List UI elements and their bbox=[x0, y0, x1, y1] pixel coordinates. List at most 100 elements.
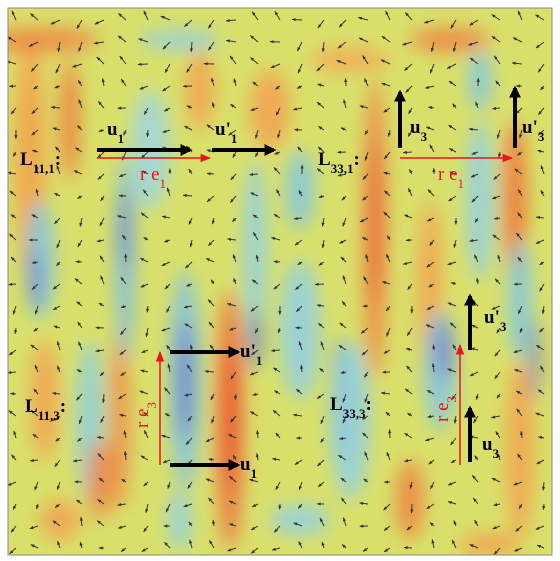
quiver-arrow bbox=[342, 517, 347, 527]
quiver-arrow bbox=[341, 544, 347, 549]
quiver-arrow bbox=[166, 187, 171, 197]
quiver-arrow bbox=[143, 411, 149, 417]
quiver-arrow bbox=[512, 37, 523, 43]
quiver-arrow bbox=[234, 393, 238, 400]
panel-name-base: L bbox=[330, 394, 343, 415]
quiver-arrow bbox=[294, 239, 303, 246]
quiver-arrow bbox=[9, 233, 17, 241]
frame bbox=[7, 7, 553, 556]
quiver-arrow bbox=[491, 477, 501, 483]
separation-label: r e3 bbox=[432, 396, 459, 422]
quiver-arrow bbox=[250, 192, 259, 197]
quiver-arrow bbox=[143, 525, 149, 533]
quiver-arrow bbox=[298, 481, 303, 491]
quiver-arrow bbox=[140, 283, 149, 288]
quiver-arrow bbox=[511, 61, 523, 65]
quiver-arrow bbox=[447, 501, 457, 505]
quiver-arrow bbox=[384, 190, 391, 197]
quiver-arrow bbox=[162, 85, 171, 92]
quiver-arrow bbox=[74, 278, 83, 285]
quiver-arrow bbox=[520, 430, 524, 439]
quiver-arrow bbox=[118, 173, 127, 178]
panel-name-base: L bbox=[318, 149, 331, 170]
quiver-arrow bbox=[163, 107, 171, 112]
quiver-arrow bbox=[471, 195, 479, 203]
quiver-arrow bbox=[319, 517, 325, 527]
quiver-arrow bbox=[229, 327, 237, 331]
quiver-arrow bbox=[517, 256, 523, 263]
quiver-arrow bbox=[118, 13, 127, 21]
quiver-arrow bbox=[408, 107, 413, 115]
quiver-arrow bbox=[339, 239, 347, 244]
quiver-arrow bbox=[425, 324, 435, 329]
quiver-arrow bbox=[495, 431, 501, 439]
quiver-arrow bbox=[383, 503, 391, 511]
color-blob bbox=[29, 250, 41, 310]
colormap bbox=[8, 28, 540, 555]
quiver-arrow bbox=[50, 19, 61, 25]
quiver-arrow bbox=[519, 327, 523, 334]
quiver-arrow bbox=[226, 303, 237, 307]
quiver-arrow bbox=[271, 547, 281, 551]
quiver-arrow bbox=[12, 151, 17, 157]
quiver-arrow bbox=[141, 547, 149, 553]
quiver-arrow bbox=[117, 503, 127, 507]
vector-label-base: u bbox=[482, 434, 493, 455]
separation-label-base: r e bbox=[140, 164, 160, 185]
quiver-arrow bbox=[491, 14, 501, 21]
quiver-arrow bbox=[31, 129, 39, 136]
quiver-arrow bbox=[77, 195, 83, 199]
color-blob bbox=[243, 160, 267, 340]
color-blob bbox=[60, 60, 80, 180]
quiver-arrow bbox=[295, 283, 303, 291]
quiver-arrow bbox=[187, 481, 193, 489]
quiver-arrow bbox=[450, 19, 457, 29]
quiver-arrow bbox=[32, 433, 39, 439]
quiver-arrow bbox=[14, 327, 18, 335]
quiver-arrow bbox=[317, 146, 325, 153]
vector-label-base: u' bbox=[240, 341, 256, 362]
color-blob bbox=[396, 460, 424, 540]
quiver-arrow bbox=[340, 497, 347, 505]
quiver-arrow bbox=[405, 347, 413, 352]
quiver-arrow bbox=[273, 283, 281, 290]
quiver-arrow bbox=[539, 261, 545, 266]
quiver-arrow bbox=[143, 481, 149, 487]
quiver-arrow bbox=[31, 214, 39, 219]
quiver-arrow bbox=[140, 369, 149, 373]
quiver-arrow bbox=[518, 503, 523, 509]
quiver-arrow bbox=[161, 261, 171, 267]
quiver-arrow bbox=[187, 415, 193, 422]
quiver-arrow bbox=[54, 459, 61, 468]
quiver-arrow bbox=[296, 41, 303, 52]
quiver-arrow bbox=[143, 107, 149, 115]
quiver-arrow bbox=[55, 437, 61, 442]
quiver-arrow bbox=[252, 232, 259, 241]
quiver-arrow bbox=[430, 41, 435, 53]
quiver-arrow bbox=[292, 107, 303, 111]
quiver-arrow bbox=[206, 195, 215, 203]
quiver-arrow bbox=[97, 100, 105, 109]
quiver-arrow bbox=[79, 516, 83, 527]
quiver-arrow bbox=[270, 348, 281, 353]
quiver-arrow bbox=[381, 82, 391, 87]
quiver-arrow bbox=[298, 190, 303, 197]
quiver-arrow bbox=[120, 305, 127, 309]
quiver-arrow bbox=[540, 85, 545, 91]
quiver-arrow bbox=[31, 107, 39, 115]
quiver-arrow bbox=[316, 101, 325, 109]
quiver-arrow bbox=[118, 393, 127, 400]
quiver-arrow bbox=[30, 544, 39, 549]
quiver-arrow bbox=[494, 349, 501, 357]
quiver-arrow bbox=[252, 392, 259, 396]
color-blob bbox=[31, 340, 59, 460]
quiver-arrow bbox=[537, 107, 545, 116]
quiver-arrow bbox=[124, 253, 128, 263]
quiver-arrow bbox=[11, 10, 17, 21]
quiver-arrow bbox=[189, 41, 194, 53]
quiver-arrow bbox=[251, 503, 259, 508]
quiver-arrow bbox=[146, 305, 150, 313]
quiver-arrow bbox=[163, 239, 171, 243]
quiver-arrow bbox=[300, 364, 304, 373]
quiver-arrow bbox=[473, 254, 479, 263]
